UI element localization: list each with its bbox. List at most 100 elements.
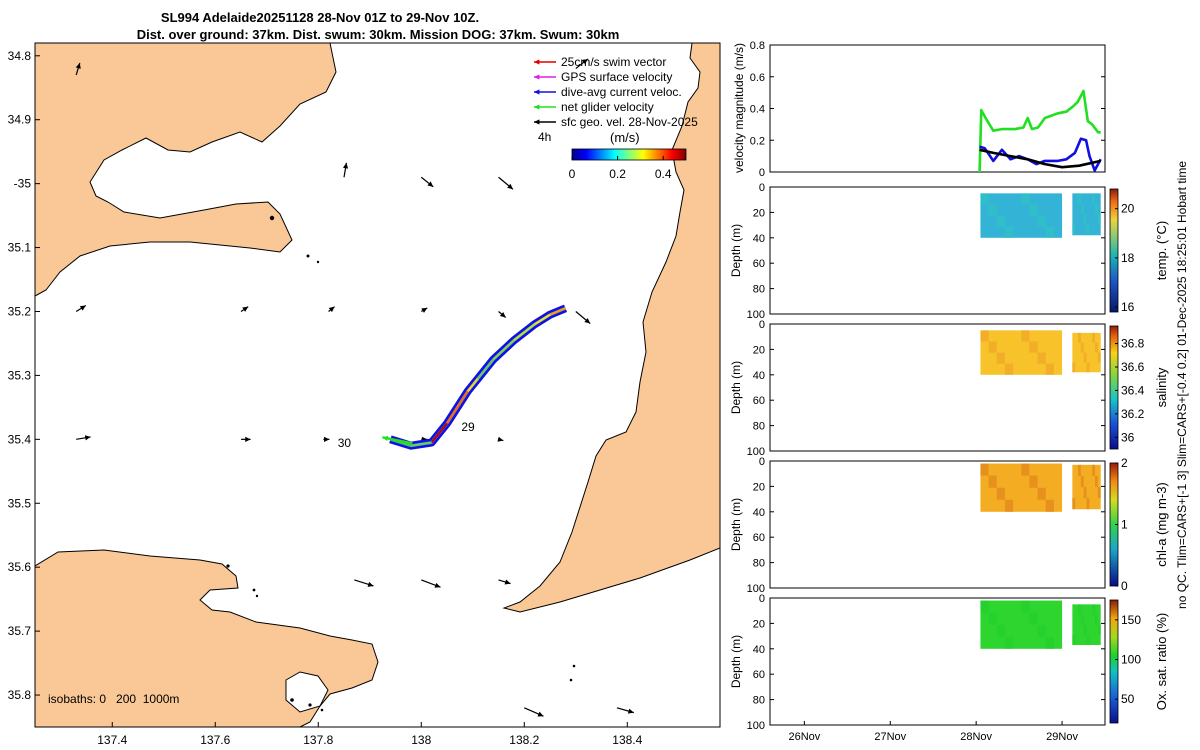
- section-data-cell: [1021, 193, 1030, 205]
- map-panel: 29 30 isobaths: 0 200 1000m 137.4 137.6 13…: [8, 42, 721, 747]
- section-data-cell: [1080, 342, 1084, 353]
- section-colorbar-tick-label: 36.6: [1121, 360, 1145, 374]
- section-y-tick-label: 80: [753, 558, 765, 570]
- section-data-cell: [1072, 634, 1076, 645]
- geo-velocity-arrow-head: [79, 305, 86, 311]
- section-data-cell: [1095, 475, 1098, 488]
- legend-entry: sfc geo. vel. 28-Nov-2025: [534, 115, 698, 129]
- geo-velocity-arrow-head: [328, 306, 335, 313]
- section-data-cell: [1021, 330, 1030, 342]
- section-colorbar-label: Ox. sat. ratio (%): [1154, 613, 1169, 711]
- section-data-cell: [1072, 224, 1076, 236]
- section-data-cell: [988, 475, 997, 488]
- section-colorbar: [1109, 325, 1119, 450]
- section-panel-oxygen: 0 20 40 60 80 100 Depth (m) 50 100 150 Ox. sat. ra…: [729, 593, 1169, 743]
- section-data-cell: [988, 612, 997, 625]
- glider-track: [382, 304, 568, 450]
- section-data-cell: [1097, 214, 1101, 225]
- section-y-tick-label: 100: [747, 583, 765, 595]
- glider-track-segment: [513, 323, 536, 342]
- glider-track-segment: [492, 339, 515, 361]
- section-colorbar-tick-label: 16: [1121, 300, 1135, 314]
- map-x-tick-label: 138: [411, 733, 431, 747]
- section-data-cell: [1037, 624, 1046, 637]
- map-x-tick-label: 138.4: [612, 733, 642, 747]
- geo-velocity-arrow-head: [245, 436, 251, 442]
- section-data-cell: [980, 600, 989, 613]
- section-ylabel: Depth (m): [729, 224, 743, 277]
- section-data-cell: [1021, 600, 1030, 613]
- section-data-cell: [1037, 215, 1046, 227]
- geo-velocity-arrow-head: [242, 306, 249, 312]
- glider-track-segment: [410, 441, 432, 447]
- section-data-cell: [1086, 362, 1090, 373]
- section-y-tick-label: 40: [753, 507, 765, 519]
- legend-arrow-head: [534, 89, 540, 95]
- section-data-cell: [1080, 203, 1084, 215]
- geo-velocity-arrow-head: [499, 312, 506, 318]
- section-data-cell: [1083, 352, 1087, 363]
- section-data-cell: [1095, 342, 1098, 353]
- velocity-y-tick-label: 0.6: [750, 72, 765, 84]
- section-ylabel: Depth (m): [729, 361, 743, 414]
- section-colorbar-tick-label: 0: [1121, 579, 1128, 593]
- section-data-cell: [1029, 204, 1038, 216]
- section-data-cell: [1080, 614, 1084, 625]
- velocity-panel: 0 0.2 0.4 0.6 0.8 velocity magnitude (m/s): [732, 40, 1106, 179]
- section-data-cell: [1080, 475, 1084, 488]
- section-data-cell: [1078, 193, 1081, 204]
- map-y-tick-label: 35.7: [8, 624, 32, 638]
- section-data-cell: [1029, 612, 1038, 625]
- map-y-tick-label: 35.8: [8, 688, 32, 702]
- map-x-tick-label: 138.2: [509, 733, 539, 747]
- velocity-y-tick-label: 0: [759, 167, 765, 179]
- section-panel-chlorophyll: 0 20 40 60 80 100 Depth (m) 0 1 2 chl-a (mg m-3): [729, 456, 1169, 595]
- section-colorbar-label: temp. (°C): [1154, 221, 1169, 280]
- map-y-tick-label: 34.8: [8, 49, 32, 63]
- section-data-cell: [1092, 464, 1096, 476]
- section-y-tick-label: 20: [753, 344, 765, 356]
- section-y-tick-label: 20: [753, 207, 765, 219]
- glider-track-segment: [477, 358, 495, 380]
- land-north: [35, 43, 337, 297]
- section-data-cell: [1097, 352, 1101, 363]
- geo-velocity-arrow-head: [367, 581, 374, 587]
- section-y-tick-label: 80: [753, 421, 765, 433]
- section-y-tick-label: 0: [759, 456, 765, 468]
- section-data-cell: [1097, 487, 1101, 499]
- section-colorbar-tick-label: 1: [1121, 518, 1128, 532]
- section-colorbar-label: salinity: [1154, 367, 1169, 407]
- section-data-cell: [1072, 362, 1076, 373]
- geo-velocity-vectors: [75, 58, 634, 717]
- section-colorbar-tick-label: 2: [1121, 456, 1128, 470]
- map-land: [35, 43, 720, 727]
- land-island-bay: [285, 671, 329, 713]
- velocity-y-tick-label: 0.4: [750, 104, 765, 116]
- map-y-tick-label: 35.3: [8, 368, 32, 382]
- legend-arrow-head: [534, 74, 540, 80]
- section-y-tick-label: 40: [753, 233, 765, 245]
- section-data-cell: [1083, 624, 1087, 635]
- legend-arrow-head: [534, 119, 540, 125]
- figure-title-line2: Dist. over ground: 37km. Dist. swum: 30k…: [137, 27, 620, 42]
- legend-label: 25cm/s swim vector: [561, 55, 666, 69]
- figure-title-line1: SL994 Adelaide20251128 28-Nov 01Z to 29-…: [161, 10, 479, 25]
- section-colorbar-label: chl-a (mg m-3): [1154, 482, 1169, 567]
- section-y-tick-label: 40: [753, 370, 765, 382]
- geo-velocity-arrow-head: [342, 162, 349, 169]
- section-colorbar-tick-label: 36: [1121, 430, 1135, 444]
- section-data-cell: [1092, 604, 1096, 615]
- velocity-y-tick-label: 0.8: [750, 40, 765, 52]
- section-data-cell: [1029, 475, 1038, 488]
- section-data-cell: [1086, 498, 1090, 510]
- colorbar-prefix: 4h: [538, 130, 551, 144]
- section-x-tick-label: 27Nov: [874, 731, 906, 743]
- section-data-cell: [1045, 363, 1054, 375]
- section-colorbar-tick-label: 36.2: [1121, 407, 1145, 421]
- section-data-cell: [1092, 332, 1096, 343]
- section-data-cell: [1078, 464, 1081, 476]
- glider-track-segment: [549, 307, 566, 316]
- section-data-cell: [1045, 226, 1054, 238]
